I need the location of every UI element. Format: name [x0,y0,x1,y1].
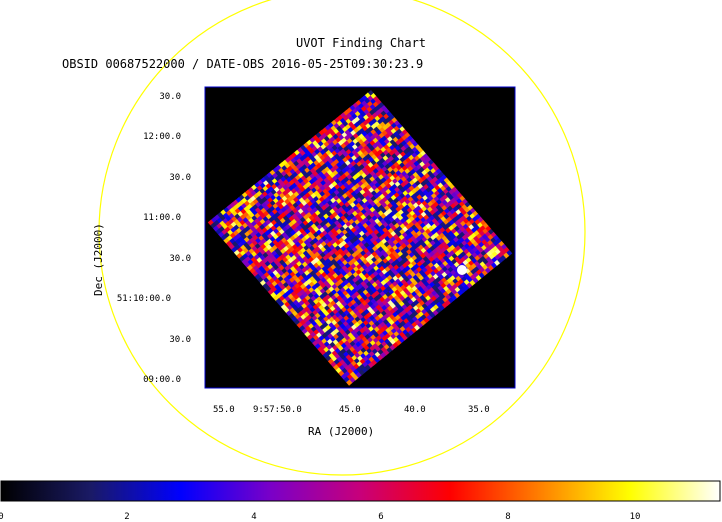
x-tick-label: 40.0 [404,405,426,415]
x-tick-label: 55.0 [213,405,235,415]
y-tick-label: 12:00.0 [143,132,181,142]
y-axis-label: Dec (J2000) [92,223,105,296]
x-axis-label: RA (J2000) [308,425,375,438]
colorbar-tick-label: 8 [505,512,511,522]
y-tick-label: 30.0 [159,92,181,102]
colorbar-tick-label: 4 [251,512,257,522]
y-tick-label: 51:10:00.0 [116,294,171,304]
y-tick-label: 09:00.0 [143,375,181,385]
y-tick-label: 30.0 [169,254,191,264]
x-tick-label: 45.0 [339,405,361,415]
bright-source [457,265,467,275]
colorbar-tick-label: 0 [0,512,4,522]
chart-subtitle: OBSID 00687522000 / DATE-OBS 2016-05-25T… [62,57,424,71]
exposure-map [207,89,513,386]
x-tick-label: 35.0 [468,405,490,415]
y-tick-label: 11:00.0 [143,213,181,223]
y-tick-label: 30.0 [169,335,191,345]
image-frame [204,86,516,389]
colorbar-tick-label: 2 [124,512,130,522]
field-of-view-circle [98,0,586,476]
chart-title: UVOT Finding Chart [295,36,427,50]
y-tick-label: 30.0 [169,173,191,183]
colorbar-tick-label: 6 [378,512,384,522]
colorbar [0,480,721,502]
colorbar-tick-label: 10 [629,512,641,522]
x-tick-label: 9:57:50.0 [253,405,302,415]
